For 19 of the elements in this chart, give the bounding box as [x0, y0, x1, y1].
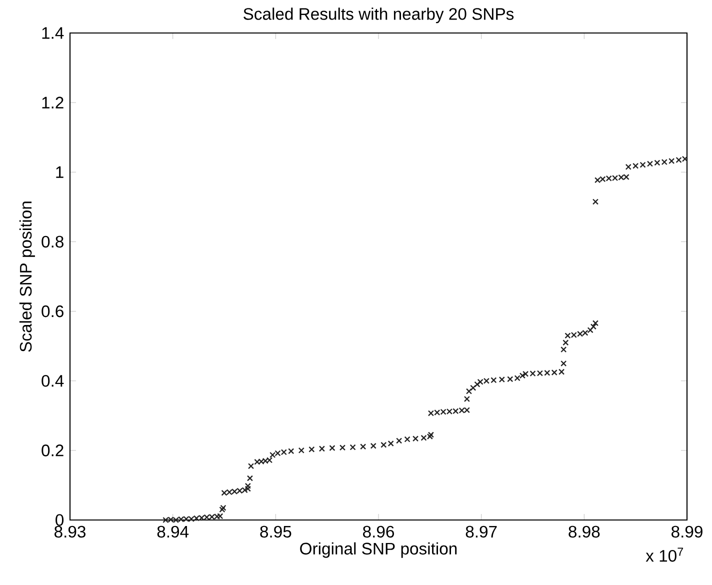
text: x 10$^{7}$ [646, 548, 684, 562]
y-tick-label: 0.8 [42, 236, 64, 248]
x-axis-title: Original SNP position [300, 542, 457, 558]
chart-title: Scaled Results with nearby 20 SNPs [244, 8, 514, 24]
y-tick-label: 0.2 [42, 444, 64, 456]
x-tick-label: 8.99 [672, 526, 702, 538]
x-tick-label: 8.97 [466, 526, 497, 538]
y-axis-title: Scaled SNP position [19, 202, 35, 352]
y-tick-label: 1.2 [42, 96, 64, 108]
y-tick-label: 1 [56, 166, 64, 178]
x-tick-label: 8.95 [260, 526, 292, 538]
x-tick-label: 8.94 [157, 526, 189, 538]
y-tick-label: 0.4 [42, 374, 64, 387]
x-tick-label: 8.93 [54, 526, 86, 538]
y-tick-label: 0.6 [42, 305, 64, 318]
x-tick-label: 8.96 [363, 526, 394, 538]
y-tick-label: 0 [56, 514, 64, 526]
y-tick-label: 1.4 [42, 27, 64, 39]
x-tick-label: 8.98 [568, 526, 600, 538]
